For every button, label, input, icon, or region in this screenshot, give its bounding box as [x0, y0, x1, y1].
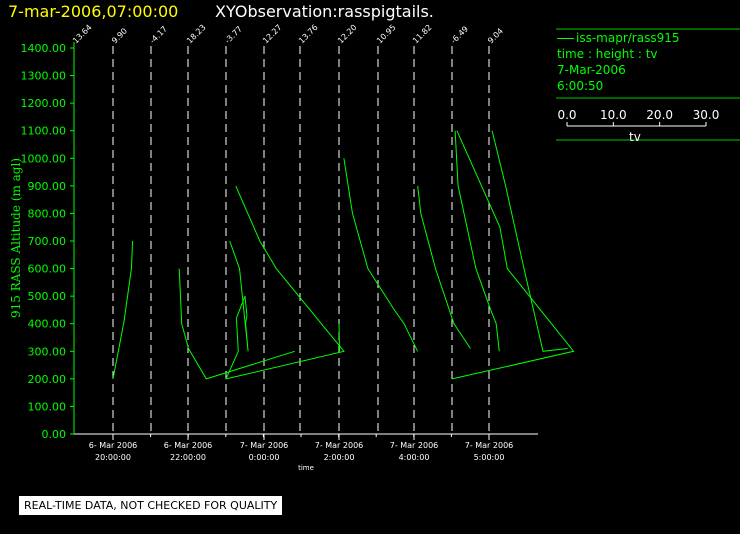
- x-tick-date-label: 7- Mar 2006: [315, 441, 364, 450]
- legend-scale-bar: 0.0 10.0 20.0 30.0: [557, 108, 720, 127]
- legend-scale-tick-label: 30.0: [693, 108, 720, 122]
- legend-scale-tick-label: 10.0: [600, 108, 627, 122]
- profile-line: [417, 185, 471, 349]
- y-tick-label: 100.00: [28, 400, 67, 413]
- quality-notice: REAL-TIME DATA, NOT CHECKED FOR QUALITY: [19, 496, 283, 515]
- y-tick-label: 1300.00: [21, 70, 67, 83]
- profile-line: [454, 130, 500, 352]
- legend-time: 6:00:50: [557, 79, 604, 93]
- column-value-label: 12.27: [261, 23, 284, 46]
- legend-scale-label: tv: [629, 130, 641, 144]
- column-value-label: 12.20: [336, 23, 359, 46]
- x-tick-date-label: 7- Mar 2006: [465, 441, 514, 450]
- column-value-label: -6.49: [449, 24, 470, 45]
- y-tick-label: 1000.00: [21, 152, 67, 165]
- profile-line: [343, 158, 419, 352]
- y-axis-ticks: 0.00 100.00 200.00 300.00 400.00 500.00 600.00…: [21, 42, 74, 441]
- profile-line: [225, 240, 249, 380]
- column-value-label: 11.82: [411, 23, 434, 46]
- legend-series-row: iss-mapr/rass915: [557, 30, 740, 46]
- y-tick-label: 400.00: [28, 318, 67, 331]
- profile-line: [338, 323, 341, 352]
- legend-date: 7-Mar-2006: [557, 63, 626, 77]
- x-axis-ticks: 6- Mar 2006 20:00:00 6- Mar 2006 22:00:00 7-…: [89, 434, 514, 462]
- legend-scale-tick-label: 0.0: [557, 108, 576, 122]
- column-value-label: 18.23: [185, 23, 208, 46]
- y-tick-label: 700.00: [28, 235, 67, 248]
- y-tick-label: 800.00: [28, 207, 67, 220]
- y-tick-label: 1400.00: [21, 42, 67, 55]
- x-tick-time-label: 22:00:00: [170, 453, 206, 462]
- x-tick-time-label: 2:00:00: [324, 453, 355, 462]
- column-value-label: 13.76: [297, 23, 320, 46]
- x-tick-time-label: 20:00:00: [95, 453, 131, 462]
- y-tick-label: 500.00: [28, 290, 67, 303]
- profile-line: [178, 268, 295, 380]
- y-tick-label: 600.00: [28, 263, 67, 276]
- x-tick-date-label: 7- Mar 2006: [390, 441, 439, 450]
- x-tick-time-label: 0:00:00: [249, 453, 280, 462]
- y-axis-label: 915 RASS Altitude (m agl): [9, 158, 23, 318]
- legend-line-swatch: [557, 38, 574, 39]
- y-tick-label: 1200.00: [21, 97, 67, 110]
- x-tick-time-label: 5:00:00: [474, 453, 505, 462]
- x-tick-date-label: 6- Mar 2006: [89, 441, 138, 450]
- y-tick-label: 0.00: [42, 428, 67, 441]
- column-value-label: -4.17: [148, 24, 169, 45]
- legend-vars: time : height : tv: [557, 47, 658, 61]
- legend-scale-tick-label: 20.0: [646, 108, 673, 122]
- profile-reference-lines: [73, 46, 490, 434]
- header-datetime: 7-mar-2006,07:00:00: [8, 2, 179, 21]
- x-tick-date-label: 6- Mar 2006: [164, 441, 213, 450]
- profile-line: [451, 130, 575, 380]
- y-tick-label: 900.00: [28, 180, 67, 193]
- legend-panel: iss-mapr/rass915 time : height : tv 7-Ma…: [556, 30, 740, 94]
- x-tick-date-label: 7- Mar 2006: [240, 441, 289, 450]
- column-value-label: 10.95: [375, 23, 398, 46]
- profile-line: [491, 130, 568, 352]
- column-value-label: 9.90: [110, 26, 129, 45]
- y-tick-label: 1100.00: [21, 125, 67, 138]
- legend-series-label: iss-mapr/rass915: [576, 31, 680, 45]
- y-tick-label: 300.00: [28, 345, 67, 358]
- column-value-label: -3.77: [223, 24, 244, 45]
- column-value-label: 9.04: [486, 26, 505, 45]
- profile-series: [112, 130, 575, 380]
- profile-line: [225, 185, 345, 380]
- x-axis-label: time: [298, 464, 314, 472]
- column-value-label: 13.64: [71, 23, 94, 46]
- x-tick-time-label: 4:00:00: [399, 453, 430, 462]
- header-observation-title: XYObservation:rasspigtails.: [215, 2, 434, 21]
- column-value-labels: 13.64 9.90 -4.17 18.23 -3.77 12.27 13.76 12.20 1…: [71, 23, 505, 46]
- y-tick-label: 200.00: [28, 373, 67, 386]
- profile-line: [112, 240, 134, 379]
